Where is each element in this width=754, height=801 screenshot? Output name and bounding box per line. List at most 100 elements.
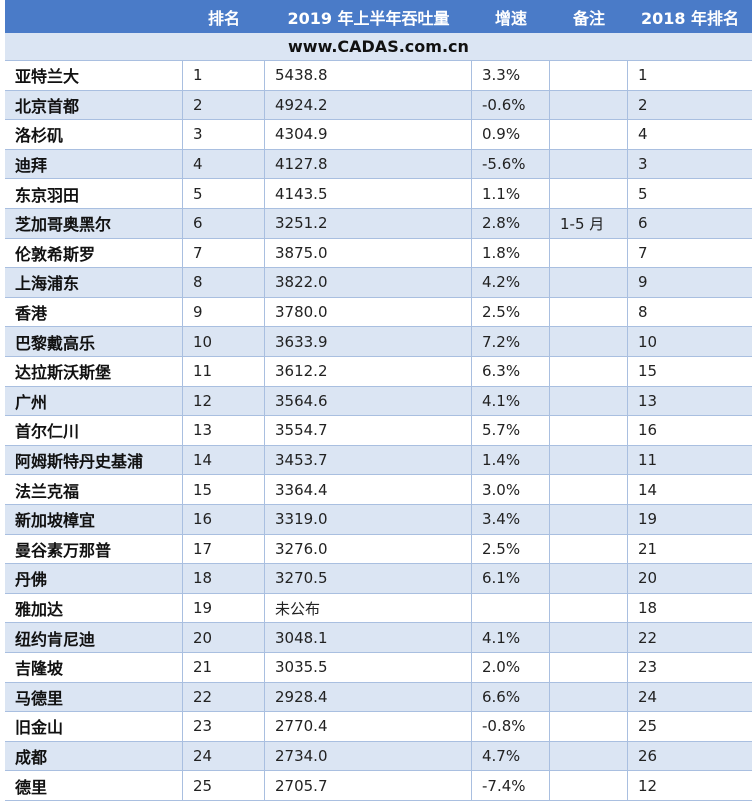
growth-cell: 2.5%	[472, 297, 550, 327]
city-cell: 芝加哥奥黑尔	[5, 209, 183, 238]
table-row: 洛杉矶 3 4304.9 0.9% 4	[5, 120, 752, 150]
rank-cell: 19	[183, 593, 265, 623]
growth-cell: 1.8%	[472, 238, 550, 268]
throughput-cell: 3453.7	[265, 445, 472, 475]
city-cell: 达拉斯沃斯堡	[5, 357, 183, 386]
rank-2018-cell: 2	[638, 95, 648, 114]
city-cell: 巴黎戴高乐	[5, 327, 183, 356]
growth-cell: 0.9%	[472, 120, 550, 149]
header-cell: 2019 年上半年吞吐量	[287, 8, 450, 28]
header-cell: 排名	[207, 8, 240, 28]
city-cell: 丹佛	[5, 564, 183, 593]
table-row: 纽约肯尼迪 20 3048.1 4.1% 22	[5, 623, 752, 653]
city-cell: 首尔仁川	[5, 416, 183, 445]
rank-2018-cell: 21	[638, 539, 658, 558]
rank-2018-cell: 3	[638, 155, 648, 174]
throughput-cell: 2705.7	[265, 771, 472, 800]
rank-2018-cell: 15	[638, 362, 658, 381]
table-row: 北京首都 2 4924.2 -0.6% 2	[5, 90, 752, 121]
throughput-cell: 3822.0	[265, 268, 472, 297]
growth-cell: -0.6%	[472, 90, 550, 120]
rank-2018-cell: 6	[638, 214, 648, 233]
city-cell: 迪拜	[5, 149, 183, 179]
rank-cell: 5	[183, 179, 265, 208]
growth-cell: 6.3%	[472, 357, 550, 386]
table-row: 马德里 22 2928.4 6.6% 24	[5, 682, 752, 713]
throughput-cell: 3554.7	[265, 416, 472, 445]
rank-cell: 23	[183, 712, 265, 741]
growth-cell: 4.1%	[472, 386, 550, 416]
table-row: 首尔仁川 13 3554.7 5.7% 16	[5, 416, 752, 446]
table-row: 法兰克福 15 3364.4 3.0% 14	[5, 475, 752, 505]
rank-cell: 17	[183, 534, 265, 564]
rank-2018-cell: 19	[638, 510, 658, 529]
rank-cell: 13	[183, 416, 265, 445]
empty-cell	[550, 505, 628, 534]
rank-2018-cell: 9	[638, 273, 648, 292]
rank-2018-cell: 10	[638, 332, 658, 351]
throughput-cell: 4127.8	[265, 149, 472, 179]
growth-cell: 4.2%	[472, 268, 550, 297]
rank-cell: 12	[183, 386, 265, 416]
empty-cell	[550, 771, 628, 800]
rank-cell: 22	[183, 682, 265, 712]
table-row: 雅加达 19 未公布 18	[5, 593, 752, 624]
table-row: 曼谷素万那普 17 3276.0 2.5% 21	[5, 534, 752, 565]
note-cell: 1-5 月	[550, 209, 628, 238]
empty-cell	[472, 593, 550, 623]
city-cell: 香港	[5, 297, 183, 327]
growth-cell: -7.4%	[472, 771, 550, 800]
rank-cell: 25	[183, 771, 265, 800]
city-cell: 亚特兰大	[5, 61, 183, 90]
rank-2018-cell: 7	[638, 243, 648, 262]
empty-cell	[550, 475, 628, 504]
rank-2018-cell: 14	[638, 480, 658, 499]
throughput-cell: 3364.4	[265, 475, 472, 504]
throughput-cell: 4143.5	[265, 179, 472, 208]
throughput-cell: 3276.0	[265, 534, 472, 564]
rank-2018-cell: 5	[638, 184, 648, 203]
city-cell: 法兰克福	[5, 475, 183, 504]
throughput-cell: 4304.9	[265, 120, 472, 149]
throughput-cell: 2770.4	[265, 712, 472, 741]
rank-2018-cell: 20	[638, 569, 658, 588]
empty-cell	[550, 238, 628, 268]
growth-cell: 3.4%	[472, 505, 550, 534]
city-cell: 广州	[5, 386, 183, 416]
table-row: 迪拜 4 4127.8 -5.6% 3	[5, 149, 752, 180]
rank-cell: 16	[183, 505, 265, 534]
throughput-cell: 3564.6	[265, 386, 472, 416]
rank-cell: 18	[183, 564, 265, 593]
growth-cell: 2.8%	[472, 209, 550, 238]
throughput-cell: 3612.2	[265, 357, 472, 386]
rank-2018-cell: 18	[638, 599, 658, 618]
table-row: 阿姆斯特丹史基浦 14 3453.7 1.4% 11	[5, 445, 752, 476]
table-row: 丹佛 18 3270.5 6.1% 20	[5, 564, 752, 594]
throughput-cell: 3875.0	[265, 238, 472, 268]
throughput-cell: 3251.2	[265, 209, 472, 238]
growth-cell: 2.5%	[472, 534, 550, 564]
header-cell: 2018 年排名	[640, 8, 740, 28]
city-cell: 雅加达	[5, 593, 183, 623]
rank-2018-cell: 4	[638, 125, 648, 144]
table-row: 香港 9 3780.0 2.5% 8	[5, 297, 752, 328]
city-cell: 伦敦希斯罗	[5, 238, 183, 268]
table-row: 上海浦东 8 3822.0 4.2% 9	[5, 268, 752, 298]
empty-cell	[550, 149, 628, 179]
rank-2018-cell: 23	[638, 658, 658, 677]
rank-cell: 21	[183, 653, 265, 682]
table-row: 亚特兰大 1 5438.8 3.3% 1	[5, 61, 752, 91]
rank-cell: 9	[183, 297, 265, 327]
rank-cell: 10	[183, 327, 265, 356]
rank-2018-cell: 1	[638, 66, 648, 85]
rank-2018-cell: 24	[638, 687, 658, 706]
empty-cell	[550, 593, 628, 623]
empty-cell	[550, 179, 628, 208]
growth-cell: 7.2%	[472, 327, 550, 356]
throughput-cell: 5438.8	[265, 61, 472, 90]
growth-cell: -0.8%	[472, 712, 550, 741]
rank-cell: 11	[183, 357, 265, 386]
table-row: 成都 24 2734.0 4.7% 26	[5, 741, 752, 772]
